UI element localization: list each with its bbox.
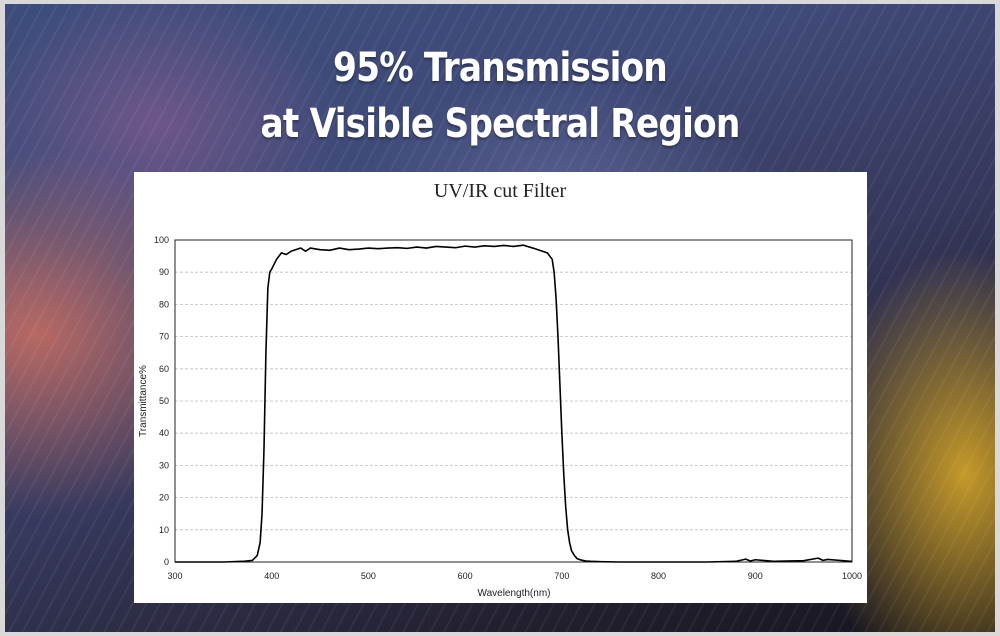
- x-tick-label-700: 700: [554, 571, 569, 581]
- y-tick-label-100: 100: [154, 235, 169, 245]
- y-tick-label-30: 30: [159, 460, 169, 470]
- y-tick-label-70: 70: [159, 332, 169, 342]
- chart-title: UV/IR cut Filter: [434, 180, 567, 202]
- plot-area-frame: [174, 239, 853, 563]
- headline-line-2: at Visible Spectral Region: [260, 101, 741, 147]
- y-tick-label-20: 20: [159, 493, 169, 503]
- y-axis-ticks: 0 10 20 30 40 50 60 70 80 90 100: [154, 235, 169, 567]
- y-tick-label-40: 40: [159, 428, 169, 438]
- x-tick-label-300: 300: [167, 571, 182, 581]
- x-tick-label-800: 800: [651, 571, 666, 581]
- x-tick-label-900: 900: [748, 571, 763, 581]
- x-axis-ticks: 300 400 500 600 700 800 900 1000: [167, 571, 862, 581]
- y-axis-label: Transmittance%: [138, 365, 149, 437]
- y-tick-label-60: 60: [159, 364, 169, 374]
- x-axis-label: Wavelength(nm): [478, 588, 551, 599]
- headline: 95% Transmission at Visible Spectral Reg…: [5, 40, 995, 152]
- gridlines: [175, 271, 852, 531]
- chart-panel: UV/IR cut Filter 0 10 20 30 40 50 60 70 80 90 100 …: [134, 172, 867, 603]
- series-line-transmittance: [175, 244, 853, 563]
- y-tick-label-0: 0: [164, 557, 169, 567]
- x-tick-label-500: 500: [361, 571, 376, 581]
- y-tick-label-80: 80: [159, 299, 169, 309]
- headline-line-1: 95% Transmission: [333, 45, 668, 91]
- y-tick-label-90: 90: [159, 267, 169, 277]
- x-tick-label-400: 400: [264, 571, 279, 581]
- x-tick-label-1000: 1000: [842, 571, 862, 581]
- transmittance-chart: UV/IR cut Filter 0102030405060708090100 …: [138, 180, 862, 599]
- x-tick-label-600: 600: [458, 571, 473, 581]
- y-tick-label-10: 10: [159, 525, 169, 535]
- y-tick-label-50: 50: [159, 396, 169, 406]
